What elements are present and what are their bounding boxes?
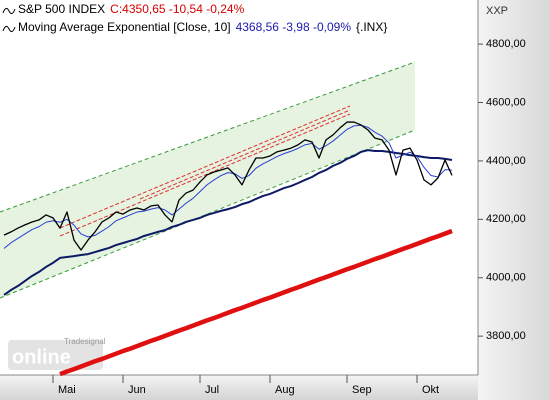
- legend-icon: [2, 25, 16, 33]
- y-tick-label: 4600,00: [486, 96, 526, 108]
- x-tick-label: Mai: [58, 384, 76, 396]
- x-axis-area: [0, 375, 478, 400]
- legend-name: S&P 500 INDEX: [18, 2, 105, 16]
- y-tick-label: 4200,00: [486, 213, 526, 225]
- y-tick-label: 3800,00: [486, 330, 526, 342]
- y-tick-label: 4400,00: [486, 155, 526, 167]
- red-channel-line: [139, 109, 351, 200]
- legend-name: Moving Average Exponential [Close, 10]: [18, 20, 231, 34]
- x-tick-label: Okt: [422, 384, 439, 396]
- series-line: [3, 124, 453, 249]
- legend-bg: [0, 20, 420, 36]
- trend-channel: [0, 62, 415, 298]
- series-line: [59, 228, 453, 377]
- legend-suffix: {.INX}: [356, 20, 387, 34]
- channel-upper: [0, 61, 416, 213]
- channel-lower: [0, 129, 416, 299]
- x-tick-label: Jun: [128, 384, 146, 396]
- watermark-box: [8, 340, 103, 370]
- series-line: [3, 121, 453, 251]
- y-tick-label: 4000,00: [486, 272, 526, 284]
- x-tick-label: Aug: [275, 384, 295, 396]
- legend-bg: [0, 2, 420, 18]
- legend-icon: [2, 7, 16, 15]
- y-axis-area: [478, 0, 550, 400]
- watermark: Tradesignal online: [8, 337, 106, 370]
- legend-values: 4368,56 -3,98 -0,09%: [236, 20, 352, 34]
- corner-label: XXP: [486, 5, 508, 17]
- red-channel-line: [59, 105, 351, 229]
- legend-values: C:4350,65 -10,54 -0,24%: [110, 2, 244, 16]
- watermark-big: online: [12, 346, 71, 368]
- x-tick-label: Jul: [205, 384, 219, 396]
- red-channel-line: [59, 113, 351, 237]
- watermark-small: Tradesignal: [64, 337, 106, 346]
- y-tick-label: 4800,00: [486, 38, 526, 50]
- x-tick-label: Sep: [352, 384, 372, 396]
- series-line: [3, 149, 453, 296]
